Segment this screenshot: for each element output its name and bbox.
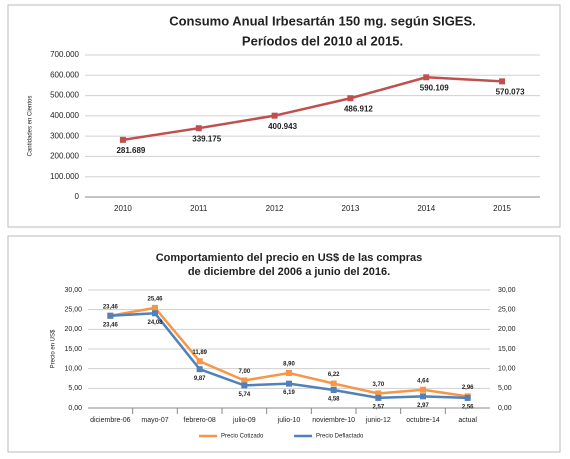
data-point [271,112,278,119]
y-tick-label: 0 [75,192,80,201]
value-label: 4,58 [328,397,340,403]
y2-tick-label: 30,00 [498,287,516,294]
data-point [241,382,248,389]
value-label: 4,64 [417,378,429,384]
value-label: 3,70 [372,382,384,388]
data-point [499,78,506,85]
y-tick-label: 500.000 [50,91,79,100]
value-label: 570.073 [496,87,525,96]
data-point [375,390,382,397]
x-tick-label: actual [458,417,477,424]
data-point [286,380,292,387]
y2-tick-label: 10,00 [498,366,516,373]
value-label: 486.912 [344,104,373,113]
x-tick-label: noviembre-10 [312,417,355,424]
chart-title: Períodos del 2010 al 2015. [242,33,403,48]
x-tick-label: 2010 [114,204,132,213]
y-tick-label: 0,00 [68,405,82,412]
value-label: 6,22 [328,372,340,378]
y-axis-label: Precio en US$ [51,329,57,368]
data-point [152,310,158,317]
x-tick-label: 2012 [266,204,284,213]
y2-tick-label: 5,00 [498,385,512,392]
value-label: 9,87 [194,376,206,382]
y-tick-label: 20,00 [64,326,82,333]
data-point [195,125,202,132]
value-label: 7,00 [238,369,250,375]
x-tick-label: diciembre-06 [90,417,131,424]
x-tick-label: 2013 [342,204,360,213]
y2-tick-label: 15,00 [498,346,516,353]
value-label: 281.689 [116,146,145,155]
value-label: 24,08 [147,320,163,326]
data-point [196,358,203,365]
data-point [420,386,426,393]
data-point [286,369,292,376]
value-label: 6,19 [283,390,295,396]
y-tick-label: 100.000 [50,172,79,181]
x-tick-label: febrero-08 [184,417,216,424]
value-label: 400.943 [268,122,297,131]
data-point [330,380,337,387]
y2-tick-label: 25,00 [498,307,516,314]
chart-frame [7,235,561,453]
y-tick-label: 400.000 [50,111,79,120]
x-tick-label: 2011 [190,204,208,213]
value-label: 23,46 [103,322,119,328]
data-line [122,76,503,142]
y-tick-label: 30,00 [64,287,82,294]
value-label: 11,89 [192,350,207,356]
y-tick-label: 600.000 [50,70,79,79]
chart-title: Comportamiento del precio en US$ de las … [156,252,423,264]
value-label: 5,74 [238,392,250,398]
x-tick-label: 2015 [493,204,511,213]
y-tick-label: 200.000 [50,152,79,161]
value-label: 2,96 [462,385,474,391]
data-point [347,95,354,102]
value-label: 8,90 [283,362,295,368]
x-tick-label: 2014 [417,204,435,213]
y-tick-label: 5,00 [68,385,82,392]
data-point [330,386,337,393]
value-label: 2,97 [417,403,429,409]
legend-label: Precio Deflactado [316,434,364,440]
y2-tick-label: 0,00 [498,405,512,412]
value-label: 590.109 [420,83,449,92]
data-point [464,394,471,401]
value-label: 2,56 [462,405,474,411]
data-point [196,366,203,373]
y-tick-label: 25,00 [64,307,82,314]
data-point [420,393,426,400]
x-tick-label: julio-09 [232,417,256,424]
x-tick-label: mayo-07 [141,417,168,424]
chart-title: de diciembre del 2006 a junio del 2016. [188,266,390,278]
x-tick-label: junio-12 [365,417,391,424]
y2-tick-label: 20,00 [498,326,516,333]
value-label: 25,46 [147,296,163,302]
y-axis-label: Cantidades en Cientos [28,96,34,157]
value-label: 23,46 [103,304,119,310]
legend-label: Precio Cotizado [221,434,264,440]
data-point [119,136,126,143]
value-label: 339.175 [192,134,221,143]
y-tick-label: 15,00 [64,346,82,353]
chart-title: Consumo Anual Irbesartán 150 mg. según S… [169,13,476,28]
value-label: 2,57 [372,404,384,410]
x-tick-label: julio-10 [277,417,301,424]
y-tick-label: 300.000 [50,131,79,140]
data-point [375,394,382,401]
data-point [107,312,114,319]
y-tick-label: 10,00 [64,366,82,373]
data-point [241,377,248,384]
data-point [423,74,430,81]
data-point [152,304,158,311]
y-tick-label: 700.000 [50,50,79,59]
x-tick-label: octubre-14 [406,417,440,424]
